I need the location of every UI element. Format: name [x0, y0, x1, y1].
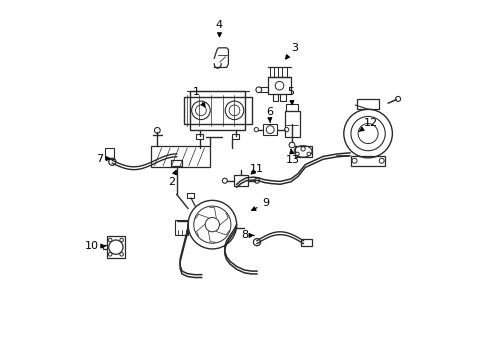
Text: 9: 9	[251, 198, 269, 210]
Bar	[233, 175, 247, 186]
Circle shape	[254, 178, 259, 183]
Circle shape	[255, 87, 261, 93]
Text: 2: 2	[167, 170, 176, 187]
Circle shape	[350, 116, 385, 151]
Bar	[267, 77, 290, 94]
Text: 1: 1	[192, 87, 204, 107]
Bar	[171, 160, 182, 166]
Circle shape	[266, 126, 274, 134]
Circle shape	[193, 206, 230, 243]
Text: 4: 4	[216, 19, 223, 37]
Bar	[231, 134, 239, 139]
Circle shape	[254, 127, 258, 132]
Text: 13: 13	[285, 149, 299, 165]
Circle shape	[108, 240, 123, 254]
Circle shape	[108, 158, 116, 165]
Bar	[280, 94, 285, 102]
Text: 7: 7	[96, 154, 110, 163]
Circle shape	[378, 158, 384, 163]
Circle shape	[229, 105, 240, 116]
Bar	[175, 220, 188, 235]
Bar	[107, 237, 124, 258]
Circle shape	[275, 81, 283, 90]
Bar	[258, 87, 267, 93]
Circle shape	[284, 127, 288, 132]
Circle shape	[295, 152, 299, 156]
Circle shape	[225, 101, 244, 120]
Circle shape	[191, 101, 210, 120]
Text: 10: 10	[85, 241, 105, 251]
Circle shape	[120, 238, 123, 242]
Circle shape	[195, 105, 206, 116]
Circle shape	[222, 178, 227, 183]
Circle shape	[108, 252, 112, 256]
Circle shape	[288, 142, 294, 148]
Circle shape	[395, 96, 400, 102]
Bar	[105, 148, 114, 158]
Circle shape	[351, 158, 356, 163]
Bar	[357, 99, 378, 109]
Circle shape	[120, 252, 123, 256]
Text: 5: 5	[287, 87, 294, 104]
Text: 6: 6	[265, 107, 272, 123]
Circle shape	[188, 201, 236, 249]
Text: 3: 3	[285, 43, 297, 59]
Text: 12: 12	[359, 118, 378, 131]
Circle shape	[343, 109, 391, 158]
Circle shape	[300, 147, 305, 151]
Bar	[285, 104, 298, 111]
Bar	[196, 134, 203, 139]
Bar	[272, 94, 278, 102]
Bar	[151, 146, 209, 167]
Circle shape	[306, 152, 310, 156]
Bar	[186, 193, 194, 198]
Circle shape	[205, 217, 219, 232]
Bar	[300, 239, 311, 246]
Bar	[284, 111, 299, 137]
Bar	[294, 146, 311, 157]
Bar	[350, 156, 385, 166]
Circle shape	[253, 239, 260, 246]
Text: 8: 8	[241, 230, 253, 240]
Bar	[263, 124, 276, 135]
Bar	[183, 97, 251, 123]
Circle shape	[357, 123, 377, 144]
Bar	[190, 91, 244, 130]
Text: 11: 11	[249, 164, 264, 174]
Circle shape	[154, 127, 160, 133]
Circle shape	[108, 238, 112, 242]
